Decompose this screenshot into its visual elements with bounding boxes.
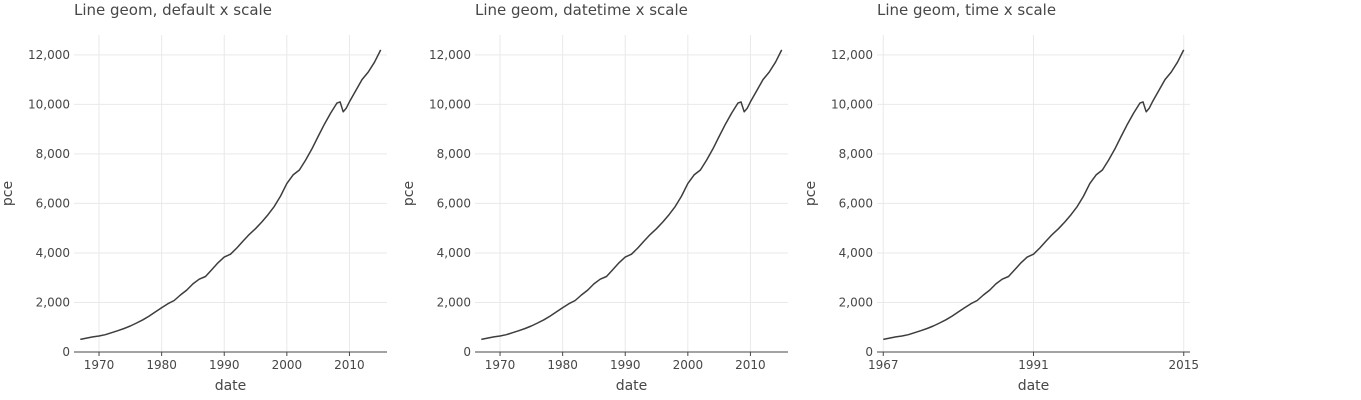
y-axis-title: pce: [0, 181, 16, 206]
y-tick-label: 0: [463, 345, 471, 359]
y-tick-label: 0: [865, 345, 873, 359]
y-tick-label: 10,000: [28, 97, 70, 111]
chart-title: Line geom, datetime x scale: [475, 1, 688, 19]
y-tick-label: 8,000: [437, 147, 471, 161]
series-line-pce: [481, 49, 783, 341]
y-tick-label: 4,000: [36, 246, 70, 260]
chart-title: Line geom, time x scale: [877, 1, 1056, 19]
y-tick-label: 4,000: [437, 246, 471, 260]
y-axis-title: pce: [803, 181, 819, 206]
y-tick-label: 2,000: [437, 295, 471, 309]
x-tick-label: 2010: [735, 358, 766, 372]
y-tick-label: 2,000: [839, 295, 873, 309]
y-tick-label: 12,000: [28, 48, 70, 62]
x-axis-title: date: [1018, 378, 1050, 394]
x-tick-label: 1970: [84, 358, 115, 372]
x-tick-label: 1970: [485, 358, 516, 372]
y-tick-label: 6,000: [437, 196, 471, 210]
x-tick-label: 2000: [673, 358, 704, 372]
chart-panel-2: Line geom, datetime x scale 0 2,000 4,000 6,…: [401, 1, 788, 394]
x-tick-label: 2010: [334, 358, 365, 372]
x-tick-label: 1980: [146, 358, 177, 372]
x-tick-label: 1990: [209, 358, 240, 372]
x-tick-label: 1980: [547, 358, 578, 372]
y-tick-label: 10,000: [831, 97, 873, 111]
y-tick-label: 2,000: [36, 295, 70, 309]
y-tick-label: 12,000: [831, 48, 873, 62]
x-tick-label: 2000: [272, 358, 303, 372]
y-tick-label: 6,000: [839, 196, 873, 210]
y-tick-label: 12,000: [429, 48, 471, 62]
series-line-pce: [80, 49, 382, 341]
y-tick-label: 8,000: [36, 147, 70, 161]
x-tick-label: 1990: [610, 358, 641, 372]
y-tick-label: 8,000: [839, 147, 873, 161]
chart-panel-3: Line geom, time x scale 0 2,000 4,000 6,000 8…: [803, 1, 1199, 394]
chart-title: Line geom, default x scale: [74, 1, 272, 19]
y-tick-label: 0: [62, 345, 70, 359]
x-tick-label: 1991: [1018, 358, 1049, 372]
y-tick-label: 10,000: [429, 97, 471, 111]
chart-panel-1: Line geom, default x scale 0 2,000 4,000 6,0…: [0, 1, 387, 394]
y-tick-label: 6,000: [36, 196, 70, 210]
x-axis-title: date: [616, 378, 648, 394]
x-tick-label: 1967: [868, 358, 899, 372]
y-tick-label: 4,000: [839, 246, 873, 260]
series-line-pce: [883, 49, 1185, 341]
x-tick-label: 2015: [1168, 358, 1199, 372]
y-axis-title: pce: [401, 181, 417, 206]
x-axis-title: date: [215, 378, 247, 394]
